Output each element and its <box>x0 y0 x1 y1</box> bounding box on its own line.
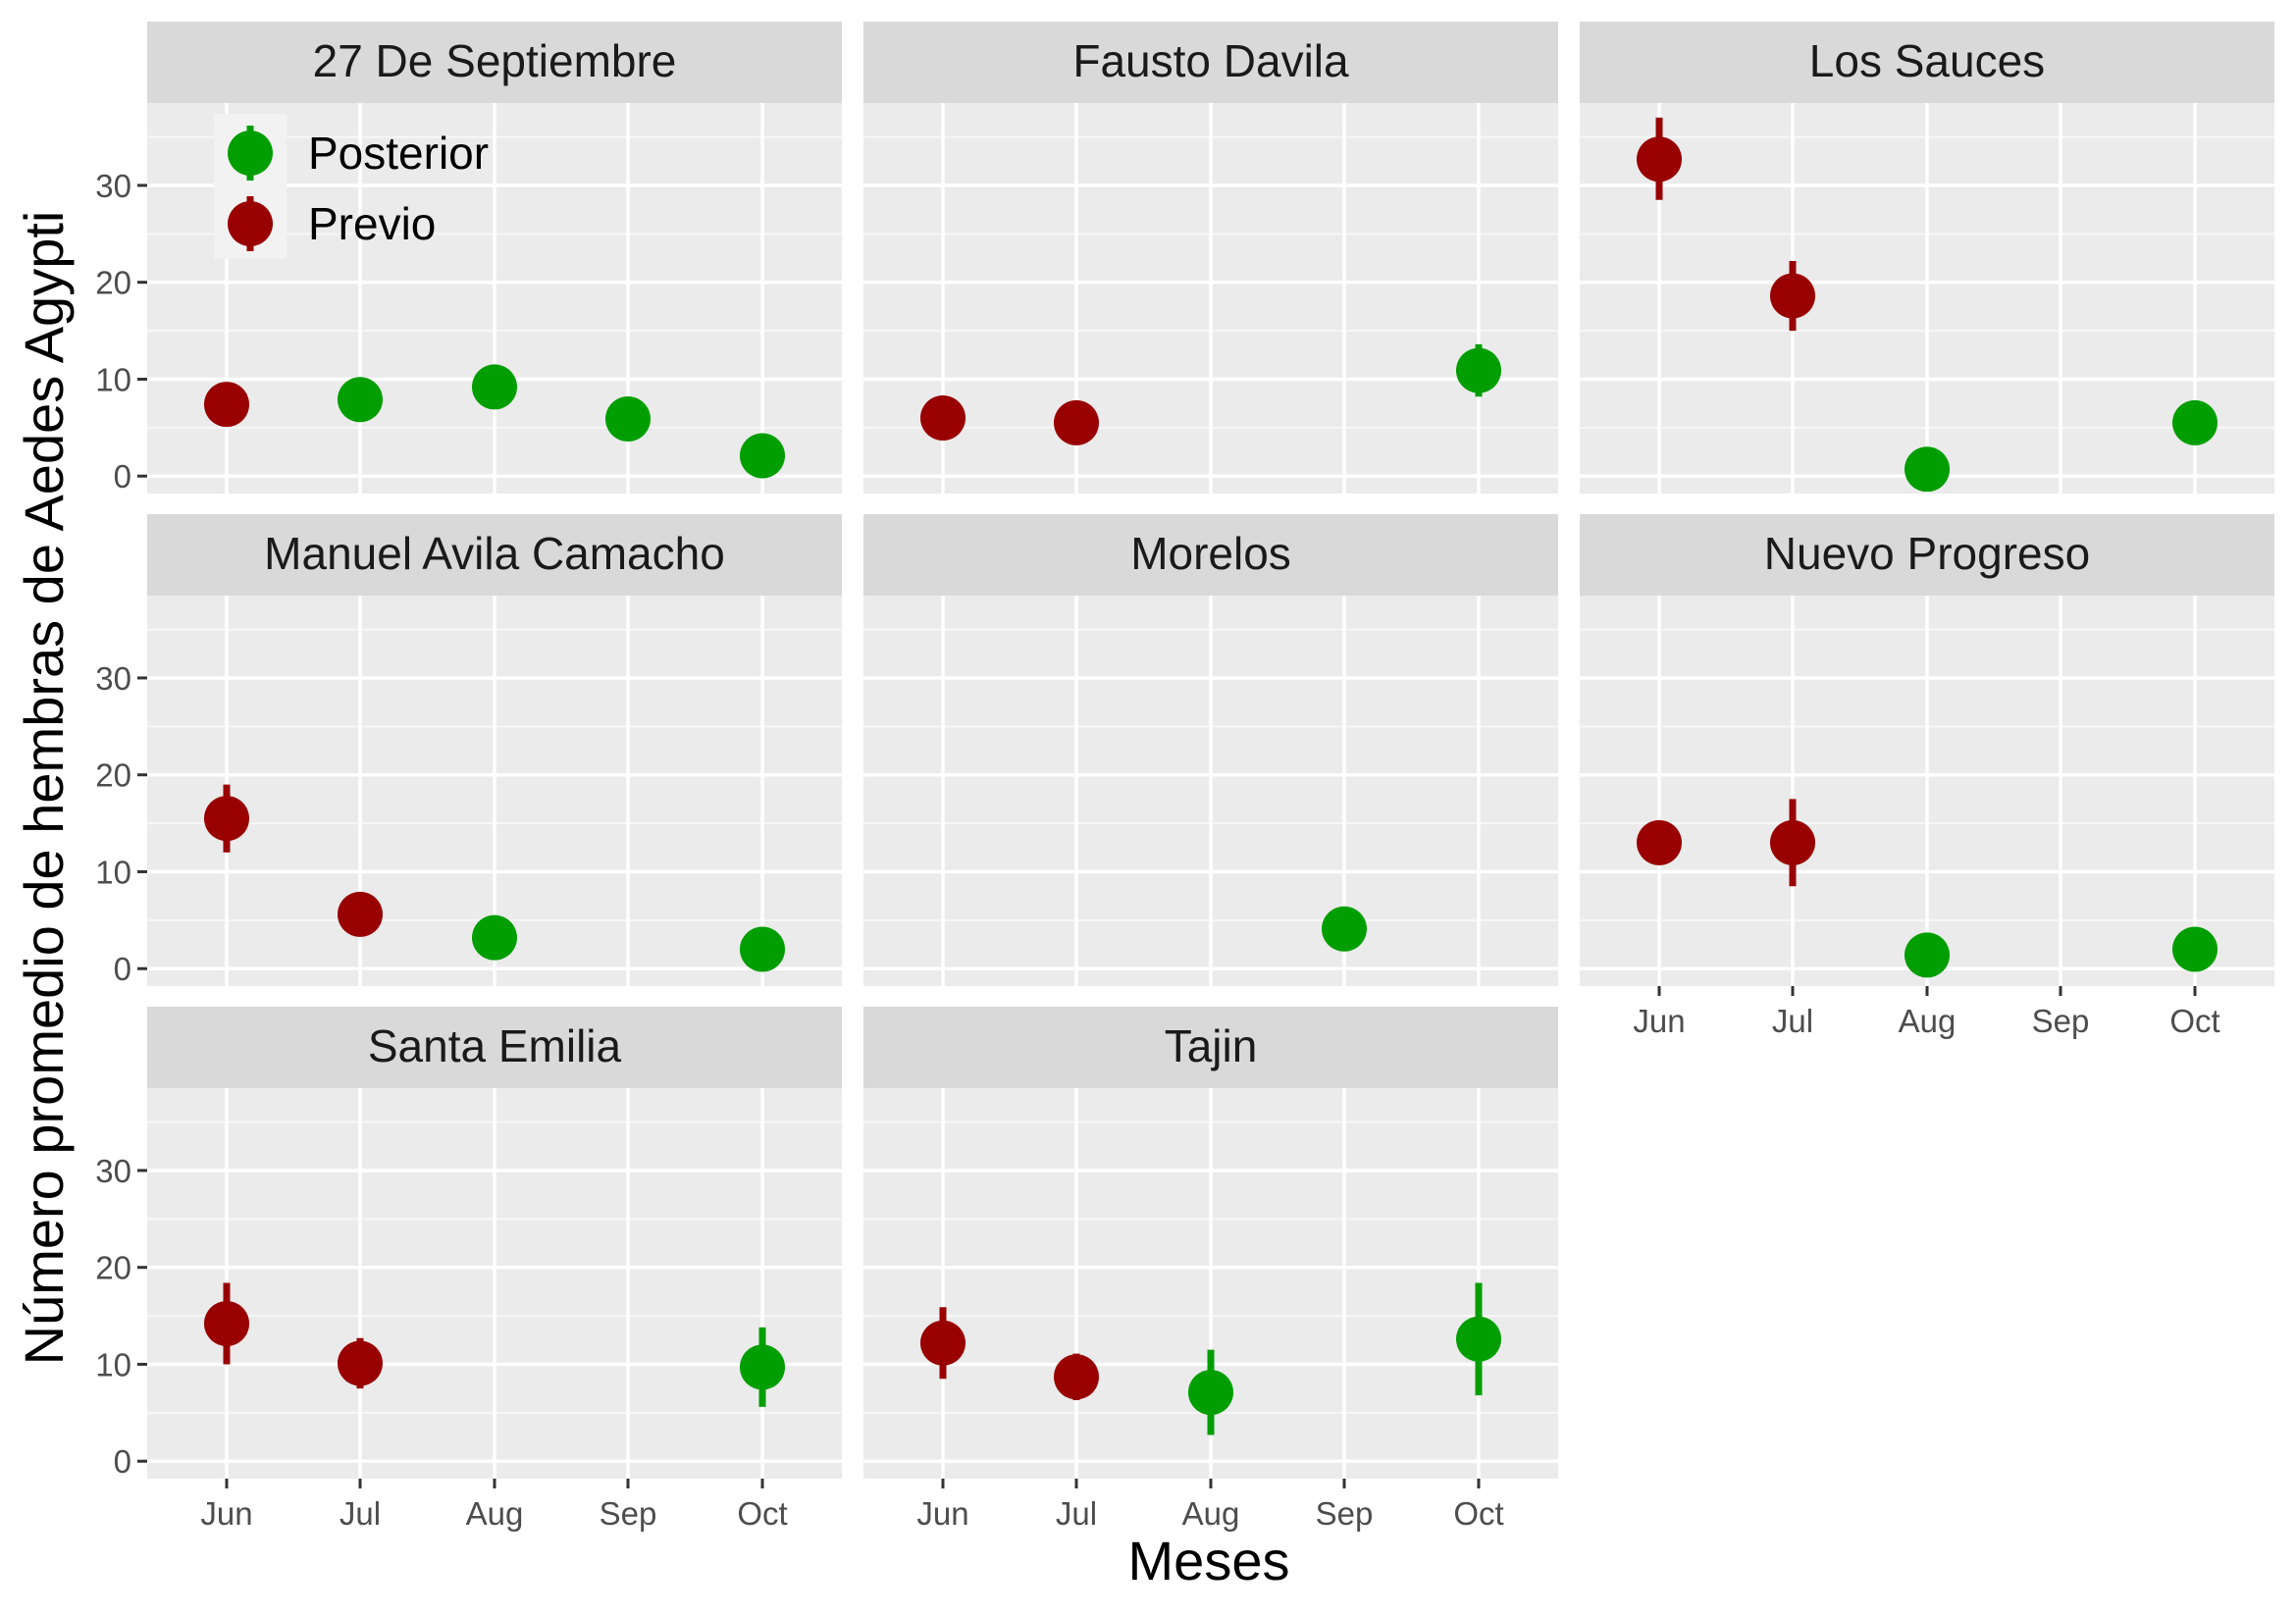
y-tick-label: 0 <box>114 951 131 987</box>
x-tick-label: Sep <box>2032 1003 2090 1039</box>
x-tick-label: Jun <box>200 1495 252 1532</box>
y-tick-label: 10 <box>95 1346 131 1382</box>
x-tick-label: Sep <box>600 1495 657 1532</box>
panel-title: 27 De Septiembre <box>313 35 677 86</box>
x-tick-label: Oct <box>2169 1003 2219 1039</box>
data-point <box>2172 399 2218 445</box>
y-tick-label: 20 <box>95 757 131 794</box>
panel-strip <box>863 1007 1558 1088</box>
data-point <box>1054 1354 1099 1400</box>
y-tick-label: 10 <box>95 854 131 890</box>
x-tick-label: Oct <box>1453 1495 1503 1532</box>
data-point <box>920 394 965 441</box>
y-tick-label: 20 <box>95 1250 131 1286</box>
x-tick-label: Aug <box>1182 1495 1240 1532</box>
y-tick-label: 30 <box>95 168 131 204</box>
y-tick-label: 20 <box>95 265 131 301</box>
data-point <box>920 1320 965 1366</box>
data-point <box>204 1300 249 1346</box>
data-point <box>1905 446 1950 493</box>
panel-title: Tajin <box>1165 1020 1258 1071</box>
data-point <box>740 926 785 972</box>
data-point <box>1456 347 1501 393</box>
data-point <box>2172 926 2218 972</box>
x-tick-label: Jul <box>1772 1003 1813 1039</box>
panel: Tajin Jun Jul Aug Sep Oct <box>863 1007 1558 1532</box>
panel: Manuel Avila Camacho 0 10 20 30 <box>95 514 842 987</box>
y-axis-title: Número promedio de hembras de Aedes Agyp… <box>13 211 75 1366</box>
panel-strip <box>147 514 842 596</box>
data-point <box>1637 136 1682 182</box>
x-tick-label: Oct <box>737 1495 787 1532</box>
panel-strip <box>1580 514 2274 596</box>
legend: Posterior Previo <box>214 114 489 259</box>
x-tick-label: Aug <box>1899 1003 1957 1039</box>
y-tick-label: 30 <box>95 1153 131 1189</box>
y-tick-label: 10 <box>95 361 131 397</box>
data-point <box>472 364 517 410</box>
panel: Morelos <box>863 514 1558 986</box>
legend-label: Previo <box>308 198 436 249</box>
data-point <box>1770 273 1815 319</box>
data-point <box>338 891 383 937</box>
x-tick-label: Jul <box>339 1495 381 1532</box>
panel-strip <box>863 22 1558 103</box>
x-tick-label: Aug <box>466 1495 524 1532</box>
data-point <box>204 796 249 842</box>
panel-title: Nuevo Progreso <box>1764 528 2090 579</box>
panel-title: Fausto Davila <box>1072 35 1349 86</box>
y-tick-label: 0 <box>114 1443 131 1480</box>
x-tick-label: Jun <box>916 1495 968 1532</box>
data-point <box>1770 819 1815 865</box>
data-point <box>740 433 785 479</box>
panel-title: Manuel Avila Camacho <box>264 528 725 579</box>
data-point <box>1188 1370 1233 1416</box>
data-point <box>1637 819 1682 865</box>
legend-label: Posterior <box>308 128 489 179</box>
panel: Fausto Davila <box>863 22 1558 494</box>
data-point <box>1456 1316 1501 1362</box>
x-axis-title: Meses <box>1128 1530 1290 1591</box>
legend-key-point <box>228 201 273 246</box>
data-point <box>204 382 249 428</box>
panel-strip <box>863 514 1558 596</box>
y-tick-label: 30 <box>95 660 131 697</box>
legend-key-point <box>228 130 273 176</box>
x-tick-label: Jun <box>1633 1003 1685 1039</box>
data-point <box>472 914 517 961</box>
data-point <box>338 1340 383 1386</box>
data-point <box>1322 906 1367 952</box>
panel: Santa Emilia 0 10 20 30 Jun Jul Aug Sep Oct <box>95 1007 842 1532</box>
panel-title: Morelos <box>1130 528 1291 579</box>
panel-strip <box>147 22 842 103</box>
data-point <box>1054 399 1099 445</box>
panel-title: Los Sauces <box>1809 35 2045 86</box>
panel-strip <box>147 1007 842 1088</box>
panels-layer: 27 De Septiembre 0 10 20 30 Fausto Davila Los … <box>95 22 2274 1532</box>
panel: Nuevo Progreso Jun Jul Aug Sep Oct <box>1580 514 2274 1039</box>
data-point <box>338 377 383 423</box>
panel: 27 De Septiembre 0 10 20 30 <box>95 22 842 495</box>
panel-title: Santa Emilia <box>368 1020 622 1071</box>
panel: Los Sauces <box>1580 22 2274 494</box>
panel-strip <box>1580 22 2274 103</box>
data-point <box>605 395 651 442</box>
data-point <box>1905 932 1950 978</box>
y-tick-label: 0 <box>114 458 131 495</box>
x-tick-label: Sep <box>1316 1495 1374 1532</box>
data-point <box>740 1344 785 1390</box>
x-tick-label: Jul <box>1056 1495 1097 1532</box>
